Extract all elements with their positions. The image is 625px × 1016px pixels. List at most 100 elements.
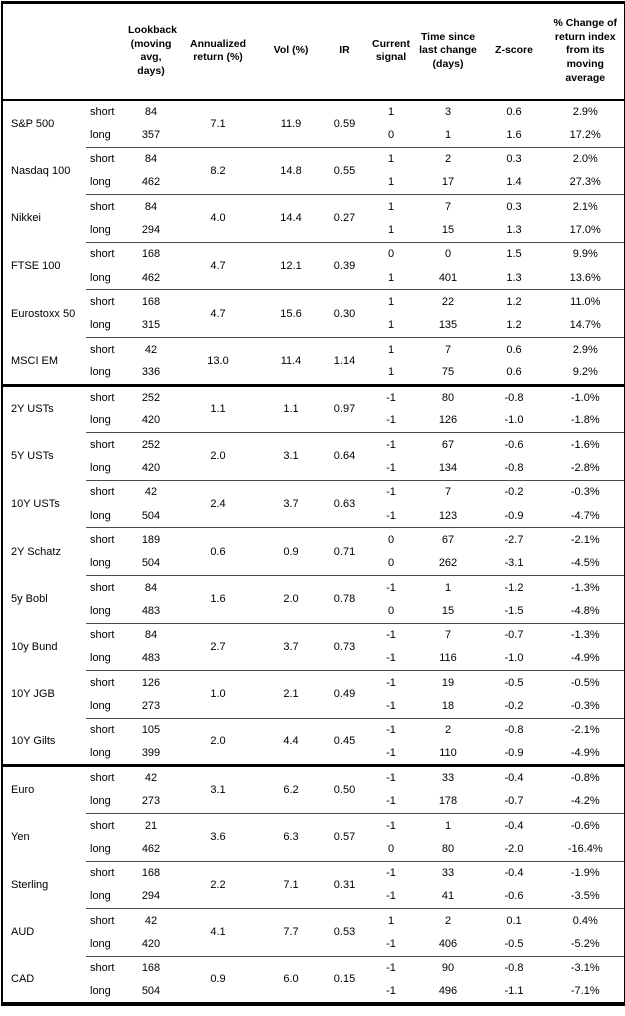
signal-value: -1 xyxy=(386,984,396,997)
instrument-name: MSCI EM xyxy=(11,354,59,367)
signal-value: 0 xyxy=(387,128,395,141)
header-time-since-change: Time since last change (days) xyxy=(415,2,481,101)
table-row-long: long 357 0 1 1.6 17.2% xyxy=(2,123,625,147)
zscore-value: -3.1 xyxy=(504,557,524,570)
ir-value: 0.73 xyxy=(322,622,367,671)
annualized-return-value: 0.9 xyxy=(176,955,260,1004)
header-zscore: Z-score xyxy=(481,2,547,101)
zscore-value: 1.3 xyxy=(506,271,522,284)
time-since-change-value: 178 xyxy=(438,795,458,808)
pct-change-value: 9.9% xyxy=(547,241,625,267)
side-label: long xyxy=(90,271,111,284)
signal-value: -1 xyxy=(386,937,396,950)
instrument-name: FTSE 100 xyxy=(11,260,61,273)
pct-change-value: -2.1% xyxy=(547,717,625,743)
time-since-change-value: 126 xyxy=(438,414,458,427)
time-since-change-value: 15 xyxy=(441,604,455,617)
lookback-value: 168 xyxy=(126,289,176,314)
header-lookback: Lookback (moving avg, days) xyxy=(126,2,177,101)
zscore-value: -2.7 xyxy=(481,527,547,552)
lookback-value: 84 xyxy=(144,105,158,118)
ir-value: 0.63 xyxy=(322,479,367,528)
lookback-value: 252 xyxy=(126,432,176,457)
zscore-value: -1.0 xyxy=(504,652,524,665)
table-row-long: long 273 -1 178 -0.7 -4.2% xyxy=(2,790,625,814)
signal-value: 1 xyxy=(367,336,415,362)
vol-value: 11.9 xyxy=(280,117,302,130)
table-row-long: long 315 1 135 1.2 14.7% xyxy=(2,314,625,338)
annualized-return-value: 4.1 xyxy=(176,908,260,957)
pct-change-value: -4.5% xyxy=(570,557,600,570)
side-label: long xyxy=(90,700,111,713)
table-row-short: Yen short 21 3.6 6.3 0.57 -1 1 -0.4 -0.6% xyxy=(2,812,625,861)
annualized-return-value: 1.1 xyxy=(176,383,260,433)
vol-value: 2.1 xyxy=(260,670,322,719)
header-row: Lookback (moving avg, days) Annualized r… xyxy=(2,2,625,101)
table-row-long: long 462 0 80 -2.0 -16.4% xyxy=(2,837,625,861)
time-since-change-value: 15 xyxy=(441,224,455,237)
annualized-return-value: 2.7 xyxy=(176,622,260,671)
side-label: long xyxy=(90,414,111,427)
zscore-value: -0.7 xyxy=(481,622,547,647)
pct-change-value: 9.2% xyxy=(572,366,598,379)
table-row-short: 10Y USTs short 42 2.4 3.7 0.63 -1 7 -0.2 -0.3% xyxy=(2,479,625,528)
zscore-value: 0.3 xyxy=(481,194,547,219)
time-since-change-value: 406 xyxy=(438,937,458,950)
time-since-change-value: 2 xyxy=(415,717,481,743)
vol-value: 7.7 xyxy=(260,908,322,957)
table-row-long: long 420 -1 126 -1.0 -1.8% xyxy=(2,409,625,433)
time-since-change-value: 123 xyxy=(438,509,458,522)
side-label: long xyxy=(90,604,111,617)
time-since-change-value: 135 xyxy=(438,319,458,332)
pct-change-value: 14.7% xyxy=(569,319,601,332)
instrument-name: S&P 500 xyxy=(11,117,55,130)
side-label: long xyxy=(90,842,111,855)
table-row-short: Euro short 42 3.1 6.2 0.50 -1 33 -0.4 -0.8% xyxy=(2,764,625,814)
signal-value: -1 xyxy=(367,860,415,885)
pct-change-value: -1.3% xyxy=(547,574,625,600)
table-row-short: FTSE 100 short 168 4.7 12.1 0.39 0 0 1.5 9.9% xyxy=(2,241,625,290)
table-row-short: S&P 500 short 84 7.1 11.9 0.59 1 3 0.6 2.9% xyxy=(2,100,625,130)
side-label: short xyxy=(86,383,126,409)
lookback-value: 189 xyxy=(126,527,176,552)
lookback-value: 21 xyxy=(126,812,176,838)
time-since-change-value: 19 xyxy=(415,670,481,695)
header-current-signal: Current signal xyxy=(367,2,415,101)
time-since-change-value: 7 xyxy=(415,194,481,219)
annualized-return-value: 4.7 xyxy=(176,289,260,338)
lookback-value: 42 xyxy=(126,479,176,505)
signal-value: 1 xyxy=(387,176,395,189)
time-since-change-value: 7 xyxy=(415,622,481,647)
time-since-change-value: 1 xyxy=(444,128,452,141)
pct-change-value: -7.1% xyxy=(570,984,600,997)
time-since-change-value: 33 xyxy=(415,860,481,885)
table-header: Lookback (moving avg, days) Annualized r… xyxy=(2,2,625,101)
zscore-value: 0.6 xyxy=(506,366,522,379)
lookback-value: 168 xyxy=(126,955,176,980)
signal-value: -1 xyxy=(367,764,415,790)
zscore-value: -0.9 xyxy=(504,509,524,522)
side-label: short xyxy=(86,527,126,552)
instrument-name: AUD xyxy=(11,926,35,939)
table-row-long: long 504 -1 496 -1.1 -7.1% xyxy=(2,980,625,1004)
pct-change-value: 2.9% xyxy=(572,105,598,118)
time-since-change-value: 18 xyxy=(441,700,455,713)
time-since-change-value: 496 xyxy=(438,984,458,997)
side-label: long xyxy=(90,224,111,237)
zscore-value: -1.5 xyxy=(504,604,524,617)
table-row-long: long 399 -1 110 -0.9 -4.9% xyxy=(2,742,625,766)
lookback-value: 168 xyxy=(126,241,176,267)
lookback-value: 42 xyxy=(126,336,176,362)
header-pct-change: % Change of return index from its moving… xyxy=(547,2,625,101)
time-since-change-value: 67 xyxy=(415,527,481,552)
instrument-name: 10Y Gilts xyxy=(11,735,56,748)
vol-value: 3.1 xyxy=(260,432,322,481)
pct-change-value: -2.1% xyxy=(547,527,625,552)
signal-value: 1 xyxy=(387,271,395,284)
instrument-name: CAD xyxy=(11,973,35,986)
lookback-value: 252 xyxy=(126,383,176,409)
zscore-value: -0.8 xyxy=(504,462,524,475)
zscore-value: 1.6 xyxy=(506,128,522,141)
ir-value: 0.31 xyxy=(322,860,367,909)
annualized-return-value: 7.1 xyxy=(210,117,226,130)
